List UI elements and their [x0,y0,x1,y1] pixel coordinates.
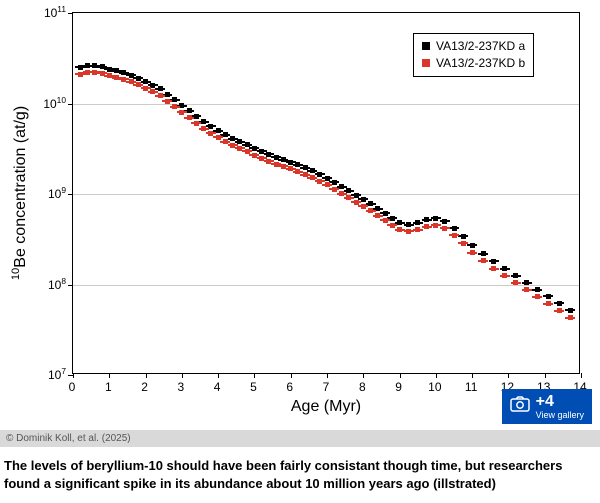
x-tick-label: 11 [465,380,477,394]
credit-bar: © Dominik Koll, et al. (2025) [0,430,600,447]
x-tick-label: 10 [428,380,441,394]
x-tick-label: 3 [178,380,185,394]
legend-marker-icon [422,42,430,50]
chart-container: VA13/2-237KD aVA13/2-237KD b 10Be concen… [0,0,600,430]
x-tick [436,373,437,378]
x-tick-label: 6 [286,380,293,394]
caption-text: The levels of beryllium-10 should have b… [0,447,600,496]
legend-label: VA13/2-237KD b [436,55,525,72]
y-tick-label: 107 [32,366,66,382]
legend: VA13/2-237KD aVA13/2-237KD b [413,33,534,77]
legend-item: VA13/2-237KD a [422,38,525,55]
legend-label: VA13/2-237KD a [436,38,525,55]
plot-area: VA13/2-237KD aVA13/2-237KD b [72,12,580,374]
gridline-h [73,194,579,195]
legend-marker-icon [422,59,430,67]
x-tick-label: 9 [395,380,402,394]
gridline-h [73,285,579,286]
x-tick [581,373,582,378]
gridline-h [73,104,579,105]
x-tick [472,373,473,378]
y-tick-label: 1010 [32,95,66,111]
x-tick [73,373,74,378]
y-tick-label: 108 [32,276,66,292]
x-tick-label: 7 [323,380,330,394]
x-tick [218,373,219,378]
x-tick [508,373,509,378]
y-tick-label: 109 [32,185,66,201]
x-tick [327,373,328,378]
x-tick-label: 2 [141,380,148,394]
gallery-count: +4 [536,393,554,411]
x-tick [146,373,147,378]
y-tick [68,194,73,195]
figure: VA13/2-237KD aVA13/2-237KD b 10Be concen… [0,0,600,496]
x-tick [254,373,255,378]
x-tick-label: 4 [214,380,221,394]
camera-icon [510,396,530,417]
x-tick [109,373,110,378]
gallery-label: View gallery [536,411,584,420]
x-tick [545,373,546,378]
y-axis-label: 10Be concentration (at/g) [10,106,30,280]
x-axis-label: Age (Myr) [291,398,361,416]
x-tick-label: 0 [69,380,76,394]
view-gallery-button[interactable]: +4 View gallery [502,389,592,424]
y-tick-label: 1011 [32,4,66,20]
legend-item: VA13/2-237KD b [422,55,525,72]
x-tick-label: 5 [250,380,257,394]
y-tick [68,285,73,286]
y-tick [68,104,73,105]
x-tick [182,373,183,378]
x-tick [363,373,364,378]
x-tick [400,373,401,378]
y-tick [68,13,73,14]
x-tick-label: 8 [359,380,366,394]
x-tick-label: 1 [105,380,112,394]
x-tick [291,373,292,378]
